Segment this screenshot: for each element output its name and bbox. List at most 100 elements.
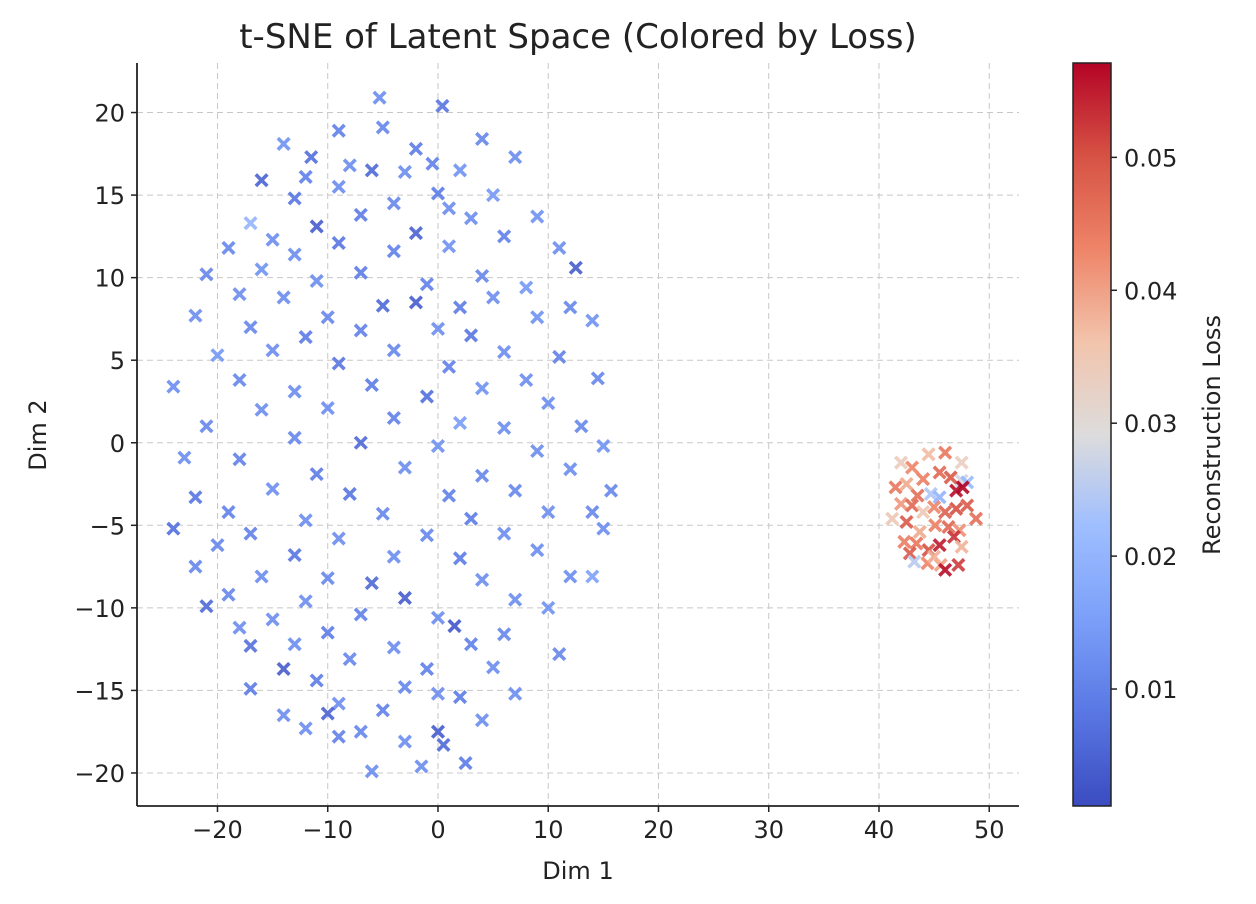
data-point-marker (905, 460, 920, 475)
data-point-marker (309, 467, 324, 482)
data-point-marker (386, 549, 401, 564)
data-point-marker (364, 576, 379, 591)
data-point-marker (265, 232, 280, 247)
data-point-marker (938, 562, 953, 577)
data-point-marker (893, 496, 909, 511)
data-point-marker (331, 123, 346, 138)
data-point-marker (486, 290, 501, 305)
data-point-marker (508, 686, 523, 701)
x-tick-label: 0 (430, 816, 445, 844)
data-point-marker (452, 415, 468, 430)
data-point-marker (497, 420, 512, 435)
data-point-marker (408, 295, 423, 310)
data-point-marker (475, 381, 490, 396)
data-point-marker (519, 280, 534, 295)
data-point-marker (188, 490, 203, 505)
data-point-marker (960, 498, 975, 513)
data-point-marker (530, 209, 545, 224)
data-point-marker (541, 505, 556, 520)
data-point-marker (375, 120, 390, 135)
data-point-marker (254, 262, 269, 277)
data-point-marker (927, 549, 942, 564)
data-point-marker (397, 680, 412, 695)
data-point-marker (287, 247, 302, 262)
data-point-marker (585, 505, 600, 520)
data-point-marker (276, 661, 291, 677)
data-point-marker (425, 156, 440, 171)
y-axis-ticks: −20 −15 −10 −5 0 5 10 15 20 (74, 100, 137, 788)
chart-title: t-SNE of Latent Space (Colored by Loss) (239, 17, 917, 57)
data-point-marker (475, 268, 490, 284)
y-tick-label: −15 (74, 677, 125, 705)
data-point-marker (254, 402, 269, 417)
data-point-marker (475, 713, 490, 728)
data-point-marker (397, 590, 412, 606)
colorbar (1072, 62, 1112, 807)
data-point-marker (232, 372, 247, 388)
data-point-marker (541, 396, 556, 411)
data-point-marker (452, 300, 468, 315)
data-point-marker (907, 554, 922, 569)
data-point-marker (563, 462, 578, 477)
data-point-marker (265, 481, 280, 497)
data-point-marker (508, 483, 523, 498)
data-point-marker (177, 450, 192, 465)
data-point-marker (342, 652, 357, 667)
data-point-marker (916, 472, 931, 487)
data-point-marker (968, 511, 984, 526)
data-point-marker (364, 377, 379, 393)
colorbar-tick-label: 0.01 (1124, 676, 1177, 704)
x-axis-label: Dim 1 (542, 857, 613, 885)
data-point-marker (954, 539, 969, 554)
data-point-marker (309, 273, 324, 288)
data-point-marker (221, 505, 236, 520)
data-point-marker (899, 514, 914, 530)
x-tick-label: 40 (864, 816, 895, 844)
data-point-marker (552, 240, 567, 255)
data-point-marker (353, 265, 368, 280)
colorbar-tick-label: 0.02 (1124, 543, 1177, 571)
y-tick-label: 15 (94, 182, 125, 210)
data-point-marker (475, 131, 490, 146)
data-point-marker (243, 681, 258, 696)
data-point-marker (287, 637, 302, 652)
data-point-marker (254, 173, 269, 188)
data-point-marker (519, 372, 534, 388)
data-point-marker (287, 430, 302, 445)
axes (136, 63, 1019, 807)
data-point-marker (568, 260, 583, 275)
data-point-marker (386, 244, 401, 259)
data-point-marker (932, 538, 947, 553)
data-point-marker (372, 90, 387, 105)
data-point-marker (265, 343, 280, 358)
data-point-marker (353, 207, 368, 222)
data-point-marker (912, 524, 927, 539)
colorbar-label: Reconstruction Loss (1198, 315, 1226, 555)
data-point-marker (486, 660, 501, 675)
data-point-marker (375, 506, 390, 521)
data-point-marker (298, 513, 313, 528)
data-point-marker (497, 526, 512, 541)
data-point-marker (497, 627, 512, 642)
data-point-marker (458, 756, 473, 771)
y-tick-label: 20 (94, 100, 125, 128)
data-point-marker (243, 526, 258, 541)
data-point-marker (232, 620, 247, 635)
colorbar-ticks: 0.01 0.02 0.03 0.04 0.05 (1111, 144, 1177, 704)
data-point-marker (375, 703, 390, 718)
data-point-marker (946, 529, 961, 544)
data-point-marker (486, 188, 501, 203)
data-point-marker (430, 186, 446, 201)
x-tick-label: −10 (302, 816, 353, 844)
data-point-marker (298, 169, 313, 184)
data-point-marker (232, 287, 247, 302)
data-point-marker (452, 689, 468, 705)
data-point-marker (893, 455, 909, 470)
data-point-marker (320, 706, 335, 721)
data-point-marker (497, 229, 512, 244)
data-point-marker (508, 150, 523, 165)
data-point-marker (938, 445, 953, 460)
colorbar-tick-label: 0.04 (1124, 277, 1177, 305)
data-point-marker (254, 569, 269, 584)
